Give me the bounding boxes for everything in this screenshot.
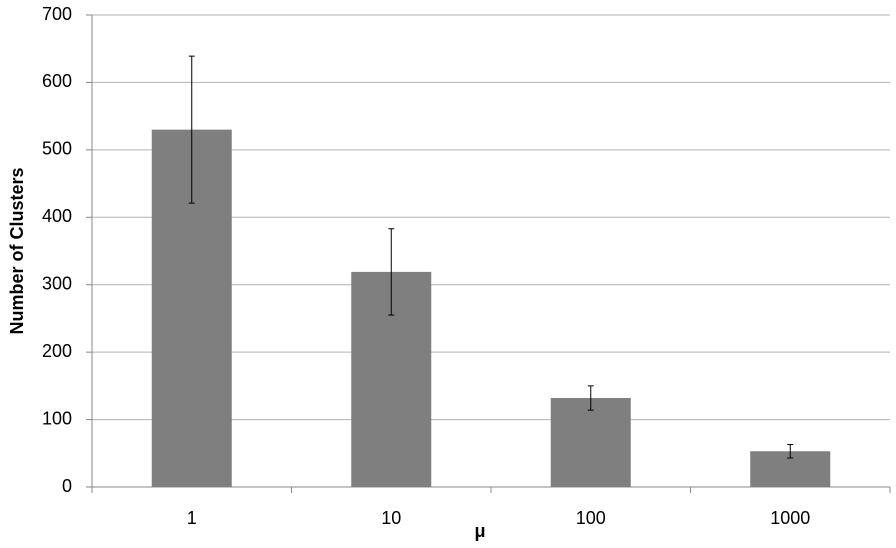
- y-tick-label: 700: [42, 4, 72, 24]
- x-tick-label: 1000: [770, 508, 810, 528]
- error-bar: [787, 444, 794, 459]
- x-tick-label: 100: [576, 508, 606, 528]
- error-bar: [388, 228, 395, 316]
- x-tick-label: 1: [187, 508, 197, 528]
- error-bar: [188, 55, 195, 204]
- error-bar: [587, 385, 594, 411]
- y-axis-label: Number of Clusters: [7, 167, 27, 334]
- bar: [550, 397, 631, 487]
- x-tick-label: 10: [381, 508, 401, 528]
- x-axis-label: μ: [474, 521, 485, 541]
- y-tick-label: 200: [42, 341, 72, 361]
- y-tick-label: 400: [42, 206, 72, 226]
- y-tick-label: 0: [62, 476, 72, 496]
- y-tick-label: 500: [42, 139, 72, 159]
- y-tick-label: 600: [42, 71, 72, 91]
- y-tick-label: 100: [42, 408, 72, 428]
- y-tick-label: 300: [42, 273, 72, 293]
